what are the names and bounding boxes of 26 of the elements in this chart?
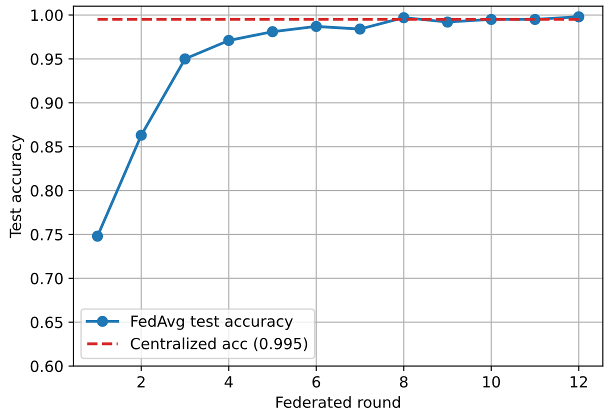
point <box>179 53 191 64</box>
y-tick-label: 1.00 <box>31 9 63 22</box>
y-tick-label: 0.95 <box>30 53 62 65</box>
y-tick-label: 0.90 <box>30 97 63 109</box>
y-tick-label: 0.75 <box>30 228 62 240</box>
y-tick-label: 0.85 <box>30 141 62 153</box>
y-tick-label: 0.65 <box>30 316 62 328</box>
point <box>92 230 104 242</box>
point <box>354 24 366 35</box>
x-axis-title: Federated round <box>276 396 400 408</box>
legend-label: FedAvg test accuracy <box>131 315 293 330</box>
y-tick-label: 0.60 <box>30 360 63 372</box>
point <box>136 130 147 141</box>
x-tick-label: 12 <box>570 376 587 388</box>
y-tick-label: 0.80 <box>30 185 63 197</box>
point <box>266 26 278 38</box>
x-tick-label: 10 <box>483 376 500 388</box>
point <box>223 34 234 46</box>
x-tick-label: 8 <box>400 376 408 388</box>
x-tick-label: 2 <box>138 376 145 388</box>
point <box>310 20 322 32</box>
x-tick-label: 6 <box>312 376 320 388</box>
x-tick-label: 4 <box>224 376 233 388</box>
legend-label: Centralized acc (0.995) <box>130 338 308 352</box>
y-axis-title: Test accuracy <box>10 134 24 238</box>
y-tick-label: 0.70 <box>30 272 63 284</box>
